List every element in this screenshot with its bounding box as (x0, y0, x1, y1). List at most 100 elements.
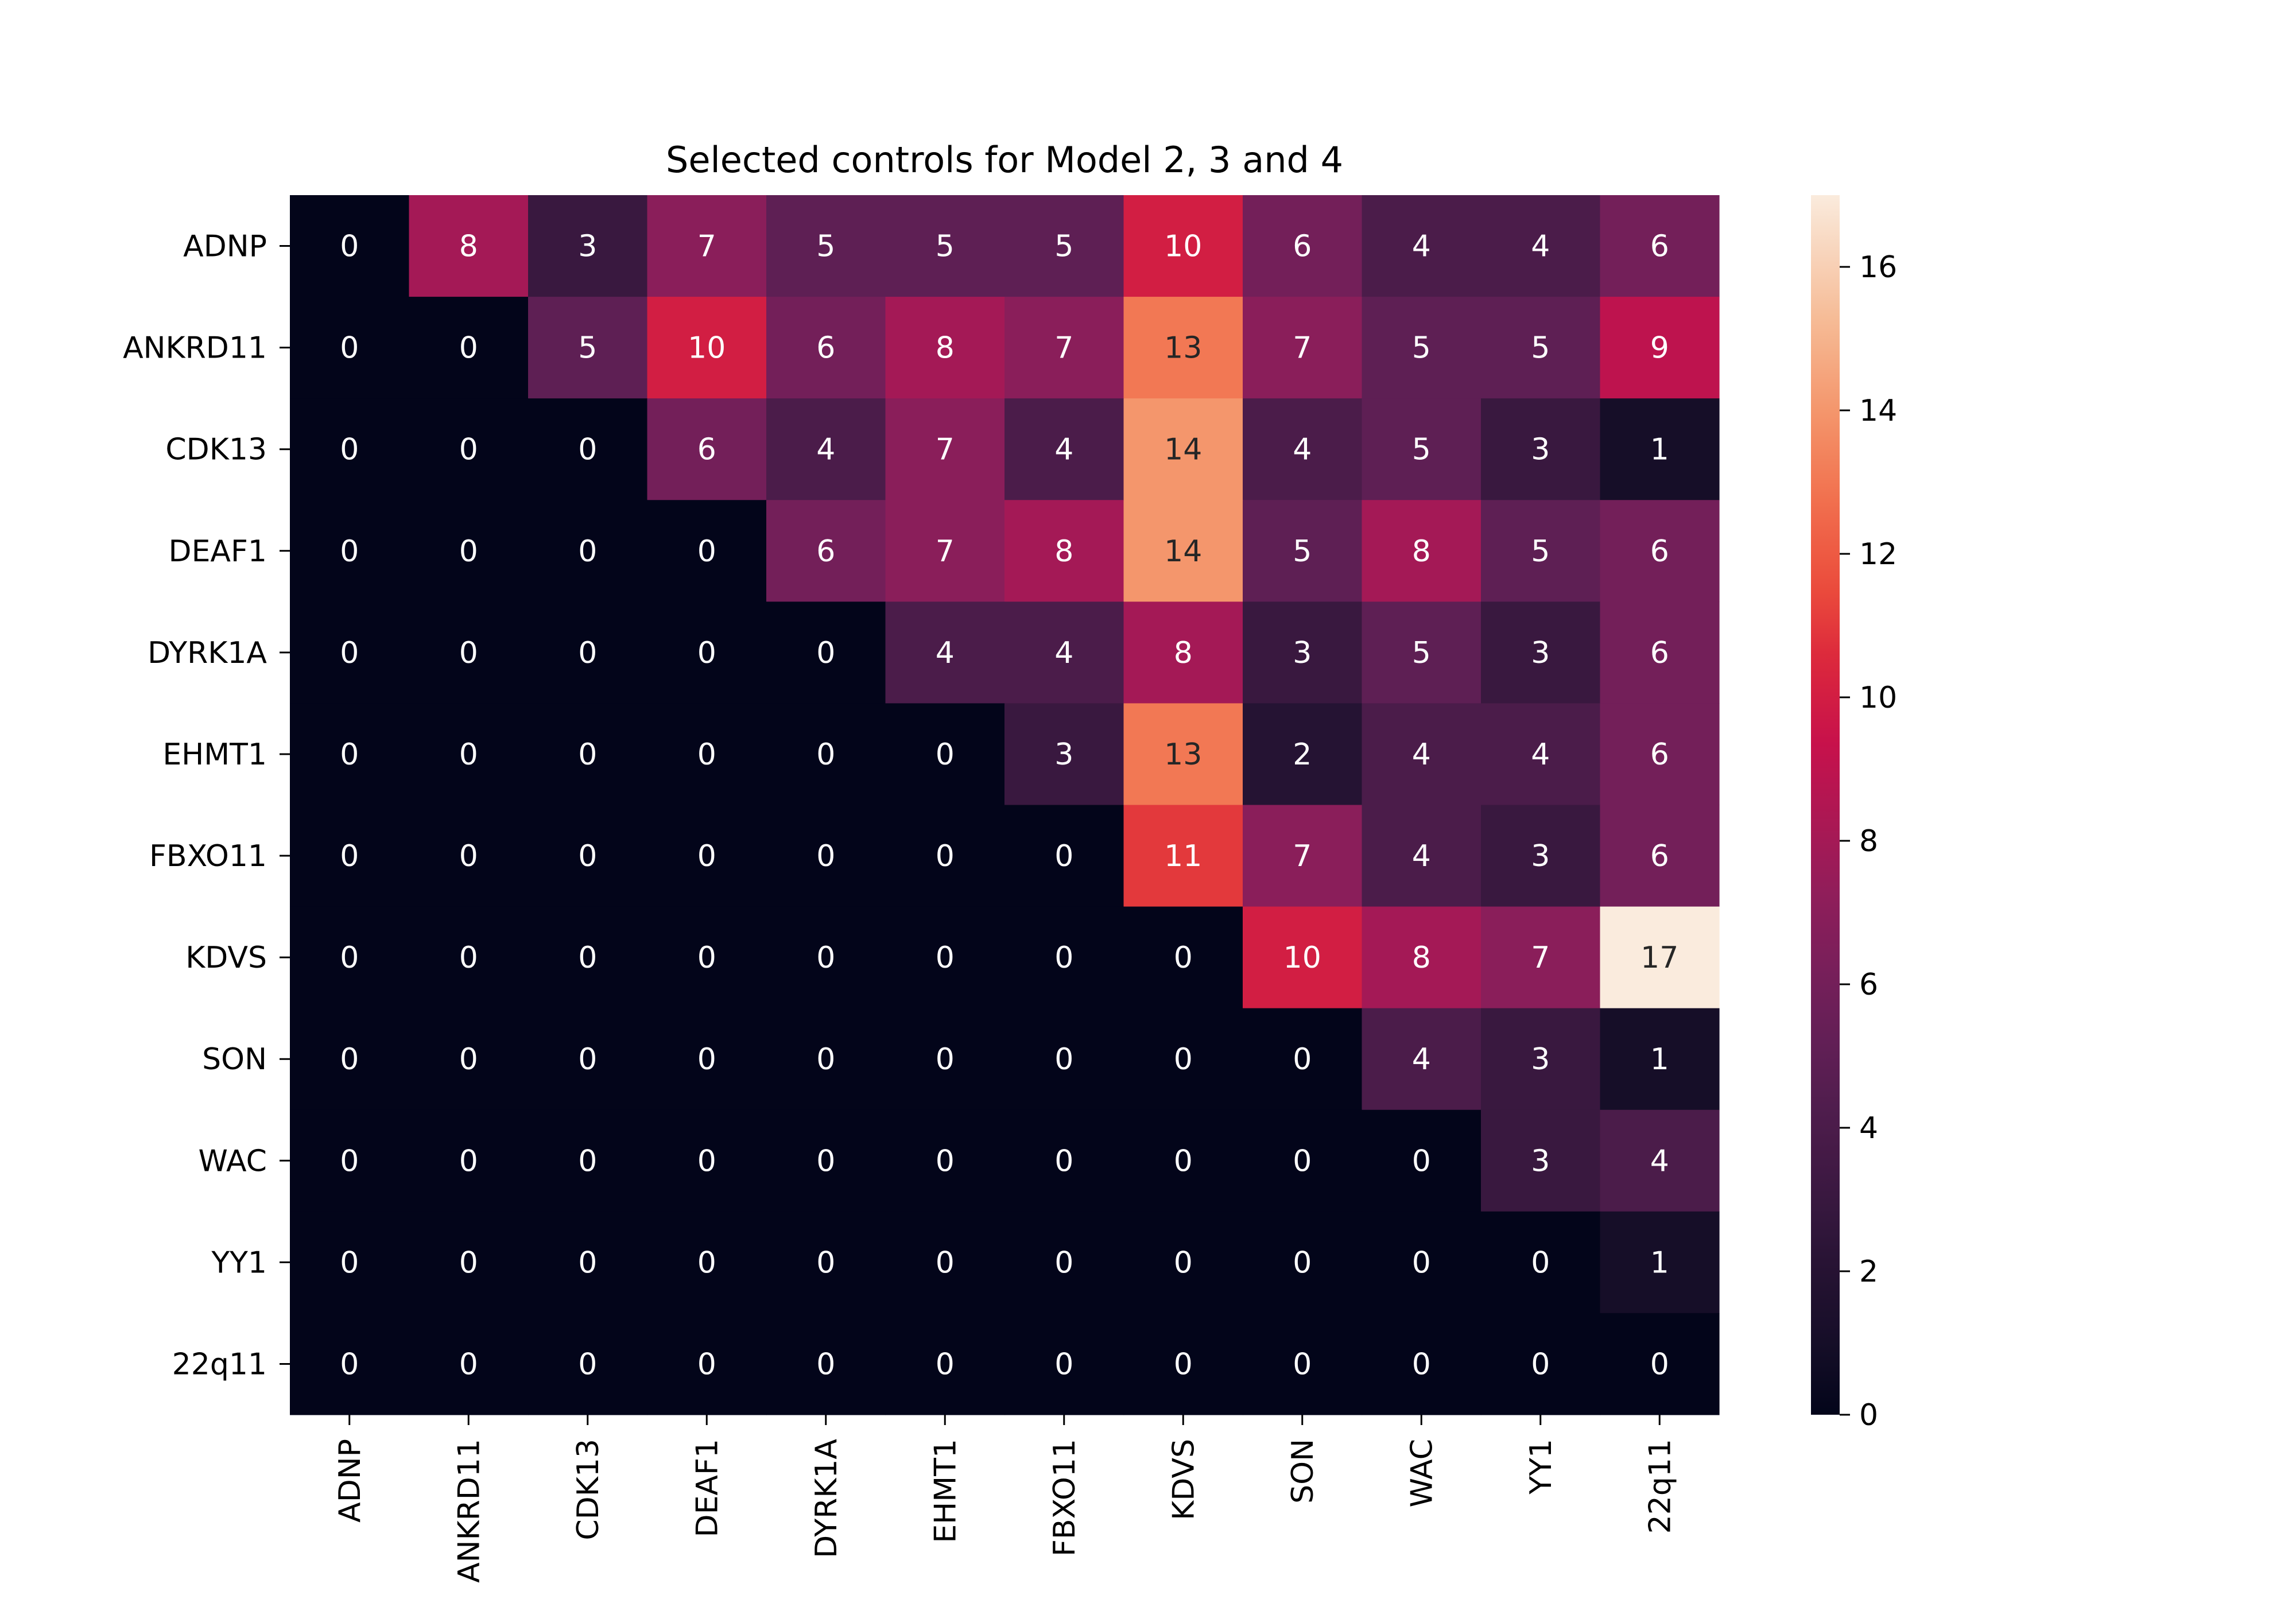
heatmap-cell-label: 0 (697, 1144, 716, 1178)
heatmap-cell (1362, 195, 1481, 297)
heatmap-cell (1600, 805, 1720, 907)
colorbar-tick-label: 8 (1859, 824, 1878, 859)
heatmap-cell-label: 0 (816, 636, 835, 670)
x-tick-label: ADNP (333, 1439, 367, 1523)
heatmap-cell-label: 0 (697, 1347, 716, 1381)
heatmap-cell (1004, 500, 1124, 602)
heatmap-cell (885, 906, 1005, 1009)
heatmap-cell-label: 0 (1054, 1347, 1073, 1381)
x-tick-label: DYRK1A (809, 1439, 844, 1558)
heatmap-cell-label: 10 (688, 331, 726, 366)
heatmap-cell-label: 4 (1650, 1144, 1669, 1178)
heatmap-cell-label: 0 (578, 1042, 597, 1077)
heatmap-cell (1123, 906, 1243, 1009)
heatmap-cell-label: 0 (697, 534, 716, 569)
heatmap-cell (1243, 297, 1363, 399)
heatmap-cell (528, 1109, 648, 1212)
heatmap-cell (647, 1109, 767, 1212)
heatmap-cell-label: 0 (1293, 1245, 1312, 1280)
heatmap-cell (1123, 195, 1243, 297)
heatmap-cell-label: 0 (1650, 1347, 1669, 1381)
heatmap-cell (1600, 906, 1720, 1009)
heatmap-cell (290, 805, 410, 907)
heatmap-cell-label: 7 (1531, 941, 1550, 975)
heatmap-cell-label: 14 (1164, 433, 1202, 467)
heatmap-cell-label: 5 (1293, 534, 1312, 569)
heatmap-cell-label: 0 (697, 636, 716, 670)
heatmap-cell (885, 1313, 1005, 1415)
heatmap-cell (647, 601, 767, 704)
heatmap-cell-label: 0 (340, 1144, 359, 1178)
heatmap-cell (409, 398, 529, 500)
heatmap-cell-label: 0 (697, 1245, 716, 1280)
heatmap-cell (1600, 297, 1720, 399)
heatmap-cell-label: 4 (1531, 737, 1550, 772)
heatmap-cell (409, 703, 529, 806)
heatmap-cell-label: 0 (340, 534, 359, 569)
heatmap-cell-label: 7 (1293, 331, 1312, 366)
heatmap-cell (528, 1008, 648, 1111)
x-tick-label: ANKRD11 (452, 1439, 486, 1583)
heatmap-cell (1600, 601, 1720, 704)
heatmap-cell-label: 0 (697, 941, 716, 975)
heatmap-cell-label: 0 (578, 433, 597, 467)
heatmap-cell (885, 398, 1005, 500)
heatmap-cell-label: 4 (1054, 636, 1073, 670)
heatmap-cell-label: 0 (1293, 1347, 1312, 1381)
heatmap-cell (290, 1211, 410, 1314)
heatmap-cell (647, 297, 767, 399)
heatmap-cell-label: 0 (459, 737, 478, 772)
heatmap-cell-label: 0 (578, 636, 597, 670)
heatmap-cell (1481, 1313, 1601, 1415)
heatmap-cell (885, 195, 1005, 297)
heatmap-cell-label: 6 (1650, 230, 1669, 264)
heatmap-cell (409, 195, 529, 297)
heatmap-cell (1243, 601, 1363, 704)
heatmap-cell (1123, 398, 1243, 500)
heatmap-cell (1481, 703, 1601, 806)
heatmap-cell (1004, 906, 1124, 1009)
heatmap-cell (528, 601, 648, 704)
heatmap-cell (528, 500, 648, 602)
heatmap-cell (528, 398, 648, 500)
heatmap-cell-label: 1 (1650, 1042, 1669, 1077)
heatmap-cell-label: 2 (1293, 737, 1312, 772)
heatmap-cell-label: 0 (936, 839, 955, 874)
x-tick-label: WAC (1405, 1439, 1439, 1508)
x-tick-label: FBXO11 (1048, 1439, 1082, 1556)
heatmap-cell (766, 297, 886, 399)
x-tick-label: YY1 (1524, 1439, 1558, 1495)
heatmap-cell (1123, 703, 1243, 806)
heatmap-cell (1600, 398, 1720, 500)
heatmap-cell-label: 5 (578, 331, 597, 366)
heatmap-cell (1600, 1313, 1720, 1415)
heatmap-cell-label: 0 (936, 941, 955, 975)
heatmap-cell (528, 195, 648, 297)
heatmap-cell-label: 0 (459, 1347, 478, 1381)
heatmap-cell (1481, 195, 1601, 297)
heatmap-cell-label: 0 (340, 1042, 359, 1077)
heatmap-cell-label: 4 (1293, 433, 1312, 467)
heatmap-cell (1362, 601, 1481, 704)
heatmap-cell-label: 5 (1412, 331, 1431, 366)
heatmap-cell (1600, 195, 1720, 297)
heatmap-cell-label: 3 (1531, 1144, 1550, 1178)
heatmap-cell-label: 0 (697, 839, 716, 874)
heatmap-cell (1123, 1109, 1243, 1212)
heatmap-cell-label: 0 (1054, 1042, 1073, 1077)
heatmap-cell-label: 0 (340, 433, 359, 467)
heatmap-cell (885, 703, 1005, 806)
heatmap-cell (1004, 1109, 1124, 1212)
heatmap-cell-label: 6 (1650, 534, 1669, 569)
heatmap-cell (528, 805, 648, 907)
heatmap-cell-label: 0 (816, 737, 835, 772)
heatmap-cell-label: 17 (1640, 941, 1678, 975)
heatmap-cell-label: 0 (697, 737, 716, 772)
heatmap-cell-label: 5 (1412, 433, 1431, 467)
heatmap-cell (1123, 1313, 1243, 1415)
heatmap-cell (1481, 805, 1601, 907)
heatmap-cell (1123, 805, 1243, 907)
heatmap-cell (1362, 906, 1481, 1009)
heatmap-cell (647, 805, 767, 907)
heatmap-cell-label: 0 (340, 636, 359, 670)
